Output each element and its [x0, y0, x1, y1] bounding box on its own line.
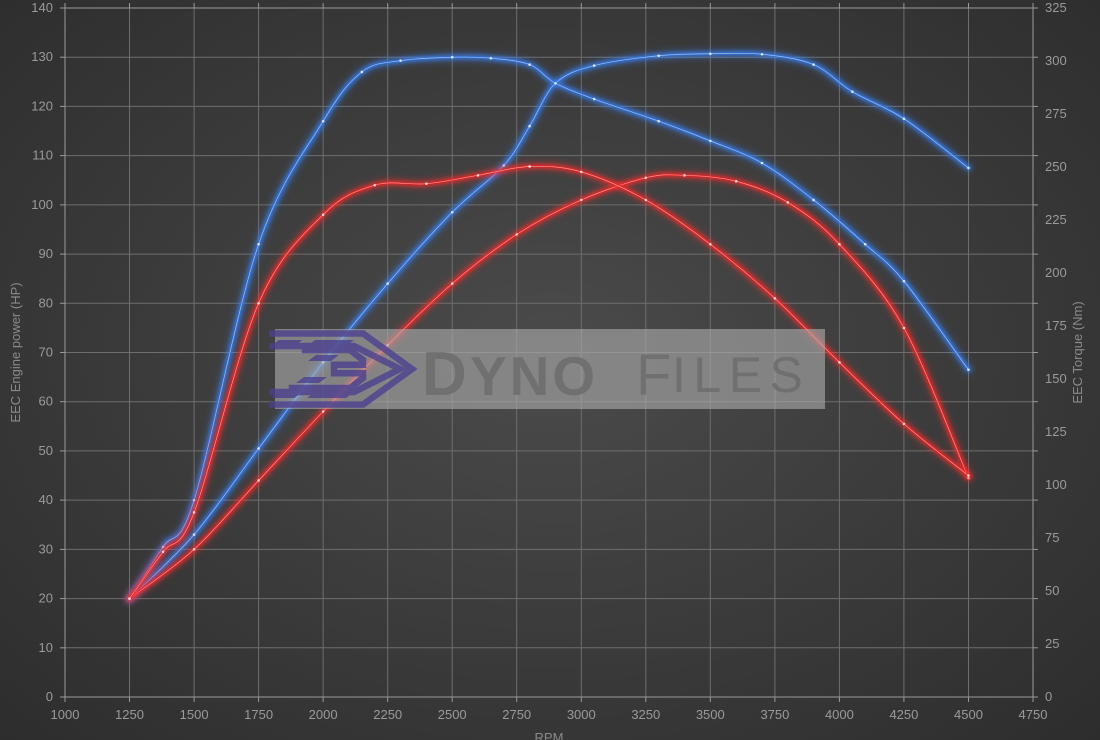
svg-text:300: 300 [1045, 53, 1067, 68]
svg-text:3500: 3500 [696, 707, 725, 722]
svg-text:175: 175 [1045, 318, 1067, 333]
svg-text:150: 150 [1045, 371, 1067, 386]
svg-text:60: 60 [39, 394, 53, 409]
svg-text:3250: 3250 [631, 707, 660, 722]
svg-text:4000: 4000 [825, 707, 854, 722]
svg-text:50: 50 [1045, 583, 1059, 598]
svg-text:1000: 1000 [51, 707, 80, 722]
svg-text:RPM: RPM [535, 730, 564, 740]
svg-text:25: 25 [1045, 636, 1059, 651]
svg-text:1250: 1250 [115, 707, 144, 722]
svg-text:40: 40 [39, 492, 53, 507]
svg-text:4750: 4750 [1019, 707, 1048, 722]
svg-text:0: 0 [46, 689, 53, 704]
svg-text:225: 225 [1045, 212, 1067, 227]
svg-text:YNO: YNO [470, 345, 598, 407]
svg-text:325: 325 [1045, 0, 1067, 15]
svg-text:50: 50 [39, 443, 53, 458]
svg-text:4500: 4500 [954, 707, 983, 722]
svg-text:275: 275 [1045, 106, 1067, 121]
svg-text:30: 30 [39, 541, 53, 556]
svg-text:100: 100 [31, 197, 53, 212]
svg-text:0: 0 [1045, 689, 1052, 704]
svg-text:2750: 2750 [502, 707, 531, 722]
svg-text:125: 125 [1045, 424, 1067, 439]
svg-text:140: 140 [31, 0, 53, 15]
svg-text:130: 130 [31, 49, 53, 64]
svg-text:ILES: ILES [672, 347, 810, 403]
svg-text:F: F [636, 343, 673, 408]
svg-text:2250: 2250 [373, 707, 402, 722]
svg-text:110: 110 [32, 148, 53, 163]
svg-text:20: 20 [39, 591, 53, 606]
svg-text:2000: 2000 [309, 707, 338, 722]
svg-text:80: 80 [39, 295, 53, 310]
svg-text:100: 100 [1045, 477, 1067, 492]
svg-text:4250: 4250 [889, 707, 918, 722]
svg-text:D: D [422, 340, 465, 409]
svg-text:120: 120 [31, 98, 53, 113]
svg-text:250: 250 [1045, 159, 1067, 174]
svg-text:75: 75 [1045, 530, 1059, 545]
svg-text:70: 70 [39, 345, 53, 360]
svg-text:90: 90 [39, 246, 53, 261]
svg-text:10: 10 [39, 640, 53, 655]
svg-text:200: 200 [1045, 265, 1067, 280]
svg-text:2500: 2500 [438, 707, 467, 722]
svg-text:1750: 1750 [244, 707, 273, 722]
svg-text:3000: 3000 [567, 707, 596, 722]
svg-text:1500: 1500 [180, 707, 209, 722]
svg-text:3750: 3750 [760, 707, 789, 722]
svg-text:EEC Engine power (HP): EEC Engine power (HP) [8, 282, 23, 422]
svg-text:EEC Torque (Nm): EEC Torque (Nm) [1070, 301, 1085, 403]
